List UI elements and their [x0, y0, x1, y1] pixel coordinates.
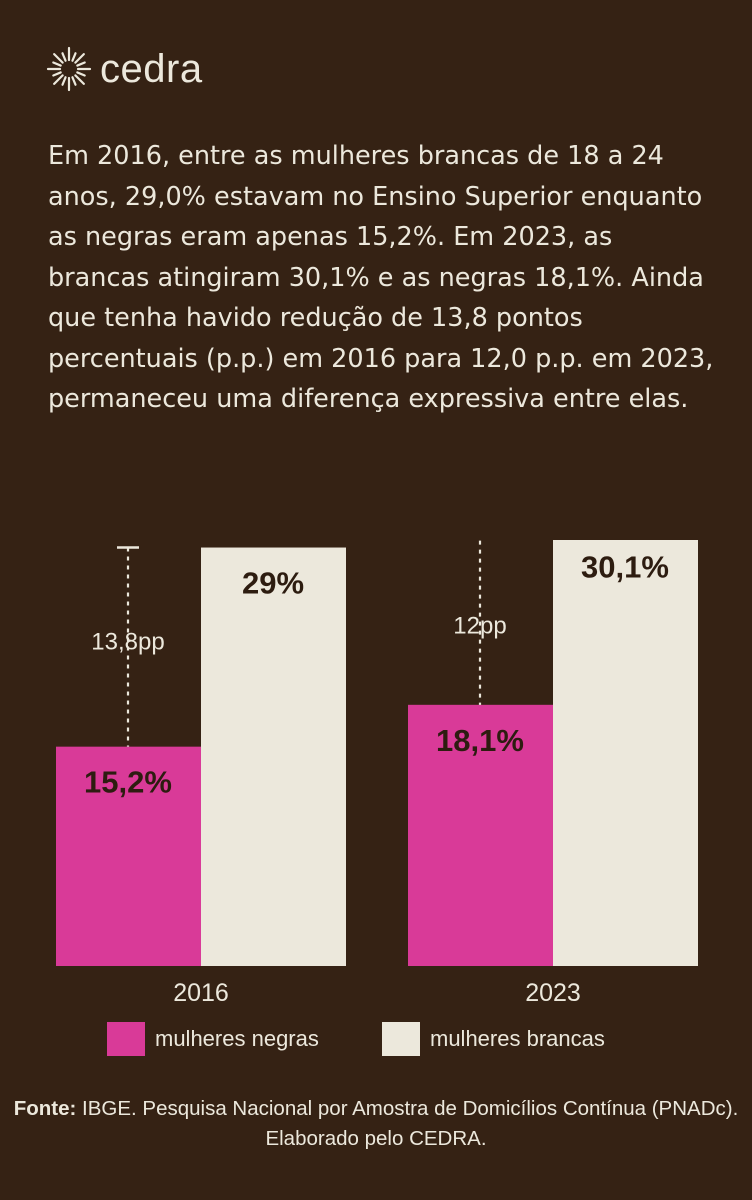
bar-chart: 13,8pp 15,2% 29% 2016 12pp 18,1% 30,1% 2023	[56, 540, 698, 1007]
legend-item-brancas: mulheres brancas	[382, 1021, 605, 1057]
legend-label-negras: mulheres negras	[155, 1026, 319, 1051]
chart-legend: mulheres negras mulheres brancas	[0, 1021, 752, 1057]
sunburst-icon	[46, 46, 92, 92]
bar-brancas-2016	[201, 547, 346, 966]
legend-item-negras: mulheres negras	[107, 1021, 319, 1057]
category-label-2023: 2023	[525, 979, 581, 1007]
source-label: Fonte:	[13, 1097, 77, 1120]
legend-swatch-negras	[107, 1022, 145, 1056]
gap-label-2023: 12pp	[453, 613, 506, 640]
source-note: Fonte: IBGE. Pesquisa Nacional por Amost…	[0, 1094, 752, 1154]
bar-negras-2016	[56, 746, 201, 966]
intro-paragraph: Em 2016, entre as mulheres brancas de 18…	[48, 141, 714, 414]
data-label-negras-2016: 15,2%	[84, 765, 172, 800]
bar-brancas-2023	[553, 540, 698, 966]
gap-label-2016: 13,8pp	[91, 629, 164, 656]
bar-negras-2023	[408, 704, 553, 966]
legend-swatch-brancas	[382, 1022, 420, 1056]
source-text: IBGE. Pesquisa Nacional por Amostra de D…	[82, 1097, 739, 1150]
legend-label-brancas: mulheres brancas	[430, 1026, 605, 1051]
brand-logo: cedra	[46, 44, 203, 94]
brand-name: cedra	[100, 46, 203, 91]
data-label-negras-2023: 18,1%	[436, 723, 524, 758]
category-label-2016: 2016	[173, 979, 229, 1007]
data-label-brancas-2023: 30,1%	[581, 550, 669, 585]
data-label-brancas-2016: 29%	[242, 566, 304, 601]
